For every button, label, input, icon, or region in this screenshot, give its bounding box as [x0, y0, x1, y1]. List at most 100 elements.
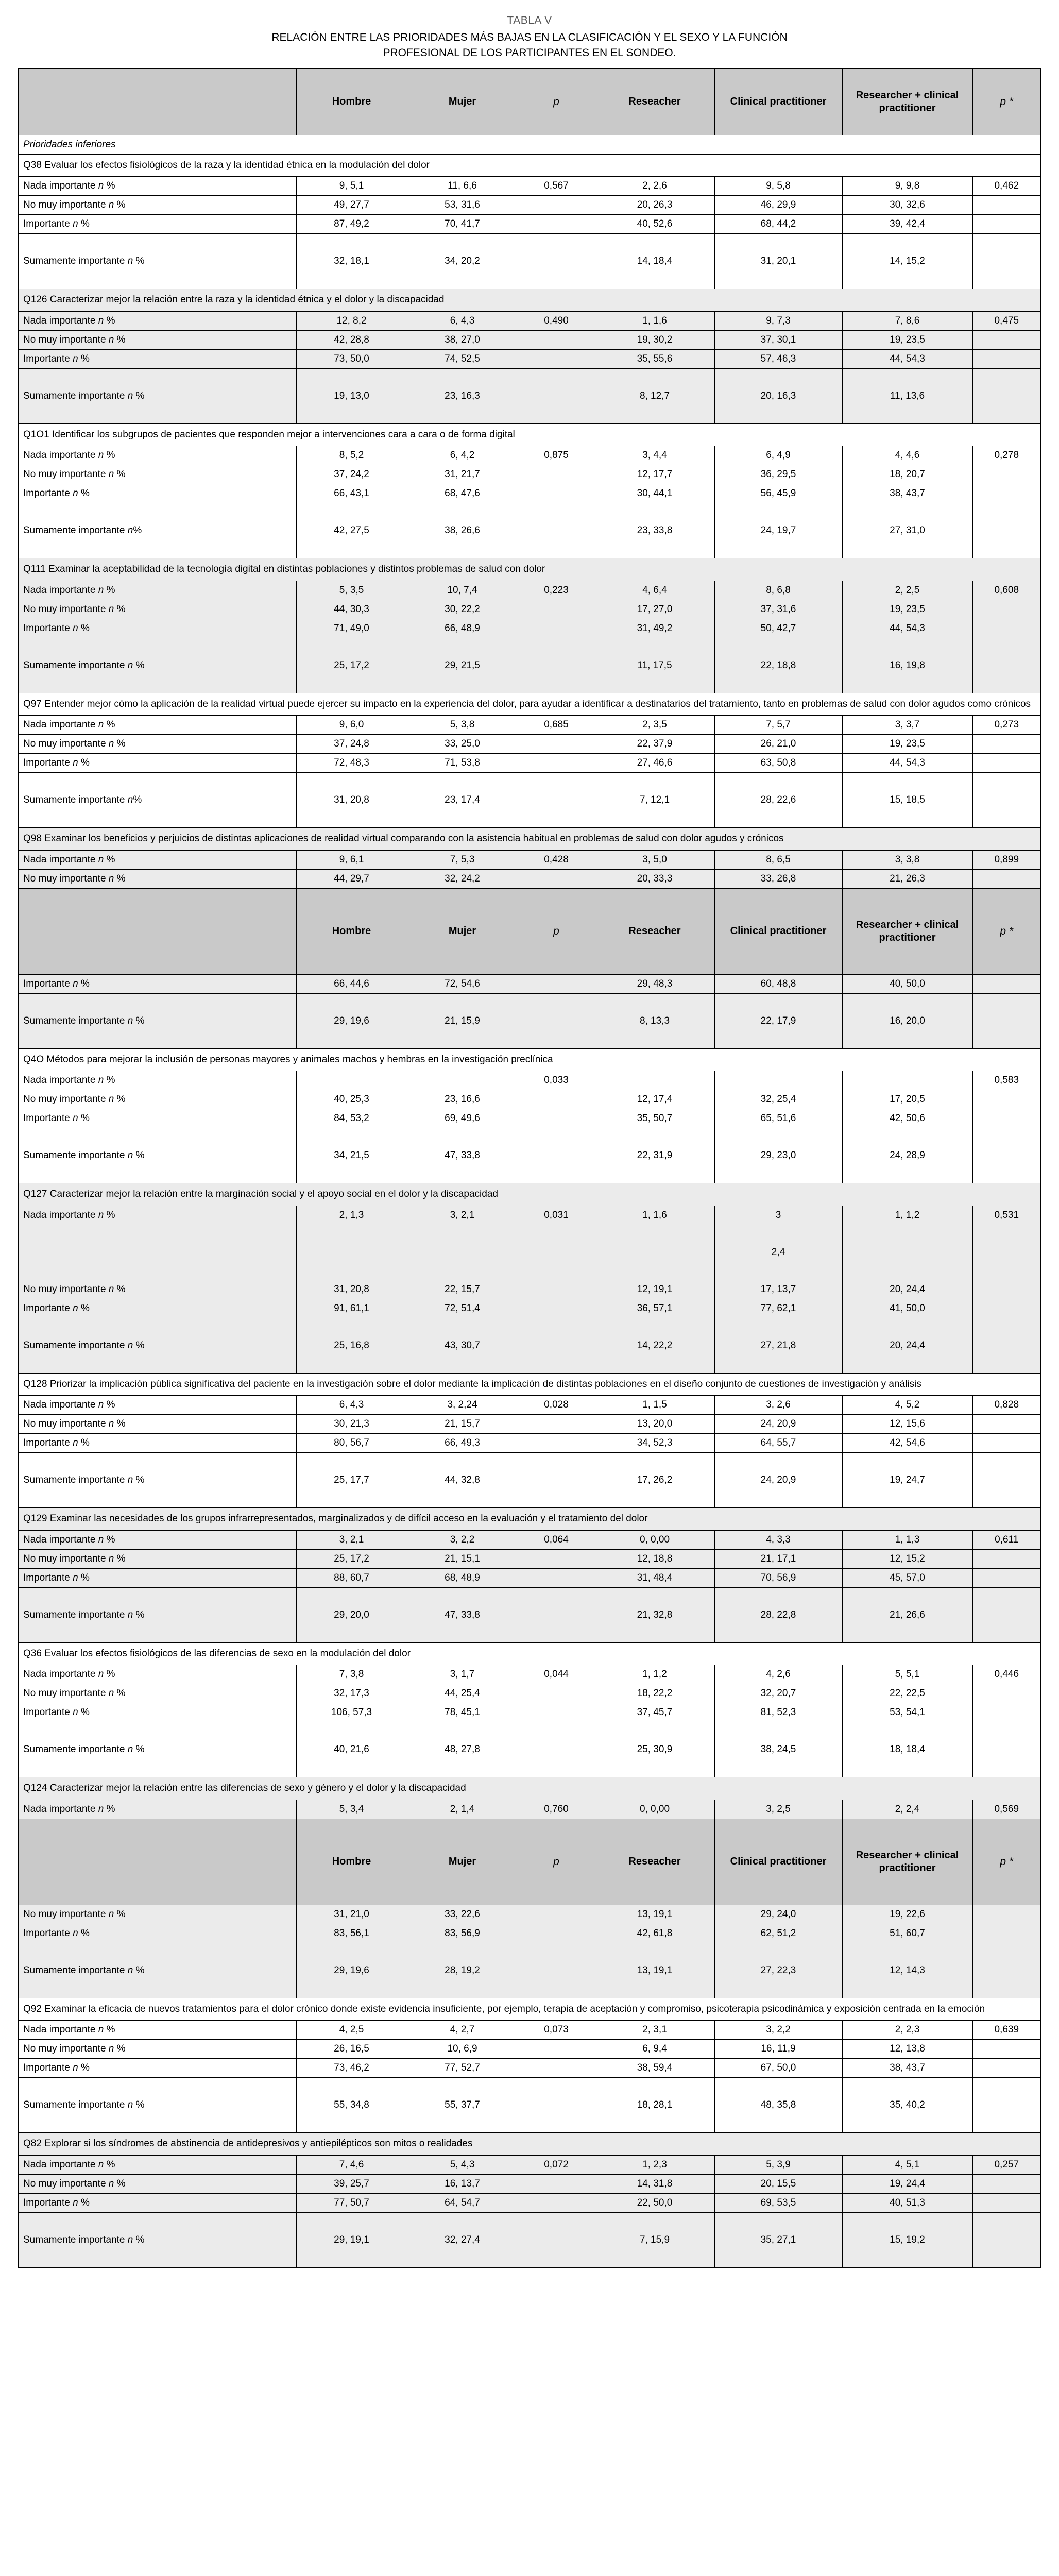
table-row: Importante n % 84, 53,2 69, 49,6 35, 50,7 65…	[18, 1109, 1041, 1129]
table-row: Importante n % 91, 61,1 72, 51,4 36, 57,1 77…	[18, 1298, 1041, 1318]
cell-p	[517, 503, 595, 559]
cell-hombre: 66, 44,6	[296, 974, 407, 994]
cell-p-star: 0,639	[972, 2020, 1041, 2040]
cell-researcher: 38, 59,4	[594, 2058, 715, 2078]
cell-researcher: 6, 9,4	[594, 2039, 715, 2059]
cell-p-star	[972, 1128, 1041, 1184]
cell-mujer: 10, 6,9	[406, 2039, 518, 2059]
cell-hombre: 6, 4,3	[296, 1395, 407, 1415]
column-header-p-star: p *	[972, 68, 1041, 135]
cell-p	[517, 1279, 595, 1299]
cell-p	[517, 484, 595, 504]
row-label: No muy importante n %	[18, 1684, 297, 1704]
cell-clinical: 50, 42,7	[714, 618, 843, 638]
cell-p-star	[972, 734, 1041, 754]
cell-mujer: 7, 5,3	[406, 850, 518, 870]
cell-p-star	[972, 2039, 1041, 2059]
table-row: Nada importante n % 4, 2,5 4, 2,7 0,073 2, 3…	[18, 2020, 1041, 2040]
cell-researcher: 1, 1,6	[594, 1205, 715, 1225]
cell-p	[517, 734, 595, 754]
cell-researcher: 17, 27,0	[594, 599, 715, 619]
cell-researcher: 19, 30,2	[594, 330, 715, 350]
cell-researcher-clinical: 12, 13,8	[842, 2039, 973, 2059]
question-header-row: Q127 Caracterizar mejor la relación entr…	[18, 1183, 1041, 1206]
cell-mujer: 71, 53,8	[406, 753, 518, 773]
row-label: No muy importante n %	[18, 599, 297, 619]
cell-p-star	[972, 465, 1041, 485]
cell-hombre: 25, 17,7	[296, 1452, 407, 1509]
cell-mujer: 68, 47,6	[406, 484, 518, 504]
cell-clinical: 27, 21,8	[714, 1317, 843, 1374]
table-row: No muy importante n % 26, 16,5 10, 6,9 6, 9…	[18, 2039, 1041, 2059]
cell-researcher: 35, 50,7	[594, 1109, 715, 1129]
table-row: 2,4	[18, 1224, 1041, 1280]
table-row: Nada importante n % 9, 6,1 7, 5,3 0,428 3, 5…	[18, 850, 1041, 870]
table-row: No muy importante n % 39, 25,7 16, 13,7 14,…	[18, 2174, 1041, 2194]
cell-clinical: 63, 50,8	[714, 753, 843, 773]
cell-mujer: 70, 41,7	[406, 214, 518, 234]
cell-researcher: 3, 4,4	[594, 446, 715, 466]
cell-clinical: 56, 45,9	[714, 484, 843, 504]
cell-p	[517, 1587, 595, 1643]
cell-p: 0,223	[517, 580, 595, 600]
cell-p-star	[972, 1279, 1041, 1299]
cell-hombre: 71, 49,0	[296, 618, 407, 638]
cell-hombre: 34, 21,5	[296, 1128, 407, 1184]
cell-p	[517, 330, 595, 350]
cell-clinical: 8, 6,5	[714, 850, 843, 870]
table-row: No muy importante n % 37, 24,8 33, 25,0 22,…	[18, 734, 1041, 754]
cell-hombre: 42, 28,8	[296, 330, 407, 350]
question-header-row: Q92 Examinar la eficacia de nuevos trata…	[18, 1997, 1041, 2021]
cell-clinical: 24, 20,9	[714, 1414, 843, 1434]
cell-p-star	[972, 1109, 1041, 1129]
cell-clinical: 35, 27,1	[714, 2212, 843, 2268]
cell-clinical: 9, 7,3	[714, 311, 843, 331]
table-page: TABLA V RELACIÓN ENTRE LAS PRIORIDADES M…	[18, 14, 1041, 2268]
cell-mujer: 83, 56,9	[406, 1923, 518, 1943]
column-header-mujer: Mujer	[406, 888, 518, 975]
cell-researcher: 12, 17,4	[594, 1090, 715, 1110]
cell-p-star	[972, 1090, 1041, 1110]
table-number-label: TABLA V	[507, 14, 552, 26]
cell-clinical: 62, 51,2	[714, 1923, 843, 1943]
cell-mujer: 23, 17,4	[406, 772, 518, 828]
cell-researcher: 22, 37,9	[594, 734, 715, 754]
cell-researcher: 14, 22,2	[594, 1317, 715, 1374]
cell-clinical: 37, 30,1	[714, 330, 843, 350]
page-title: RELACIÓN ENTRE LAS PRIORIDADES MÁS BAJAS…	[57, 30, 1002, 61]
row-label: Importante n %	[18, 618, 297, 638]
cell-clinical: 57, 46,3	[714, 349, 843, 369]
cell-hombre: 2, 1,3	[296, 1205, 407, 1225]
cell-researcher: 30, 44,1	[594, 484, 715, 504]
cell-mujer: 66, 49,3	[406, 1433, 518, 1453]
cell-clinical: 48, 35,8	[714, 2077, 843, 2133]
cell-researcher-clinical: 19, 22,6	[842, 1904, 973, 1924]
cell-clinical: 3	[714, 1205, 843, 1225]
cell-researcher: 0, 0,00	[594, 1530, 715, 1550]
cell-researcher-clinical: 3, 3,7	[842, 715, 973, 735]
row-label: Importante n %	[18, 484, 297, 504]
row-label: Importante n %	[18, 214, 297, 234]
cell-p	[517, 1090, 595, 1110]
cell-p-star	[972, 1684, 1041, 1704]
cell-mujer: 3, 2,2	[406, 1530, 518, 1550]
cell-researcher-clinical: 22, 22,5	[842, 1684, 973, 1704]
cell-researcher: 12, 17,7	[594, 465, 715, 485]
question-header-row: Q36 Evaluar los efectos fisiológicos de …	[18, 1642, 1041, 1666]
cell-hombre: 88, 60,7	[296, 1568, 407, 1588]
cell-hombre: 31, 20,8	[296, 1279, 407, 1299]
column-header-researcher: Reseacher	[594, 1818, 715, 1905]
cell-p	[517, 2212, 595, 2268]
cell-p	[517, 2039, 595, 2059]
cell-clinical: 29, 23,0	[714, 1128, 843, 1184]
cell-hombre: 83, 56,1	[296, 1923, 407, 1943]
cell-researcher: 23, 33,8	[594, 503, 715, 559]
row-label: Importante n %	[18, 1568, 297, 1588]
cell-clinical: 70, 56,9	[714, 1568, 843, 1588]
cell-mujer: 48, 27,8	[406, 1722, 518, 1778]
cell-p	[517, 1452, 595, 1509]
cell-mujer: 44, 25,4	[406, 1684, 518, 1704]
cell-mujer: 43, 30,7	[406, 1317, 518, 1374]
column-header-researcher-clinical: Researcher + clinical practitioner	[842, 888, 973, 975]
cell-hombre	[296, 1224, 407, 1280]
